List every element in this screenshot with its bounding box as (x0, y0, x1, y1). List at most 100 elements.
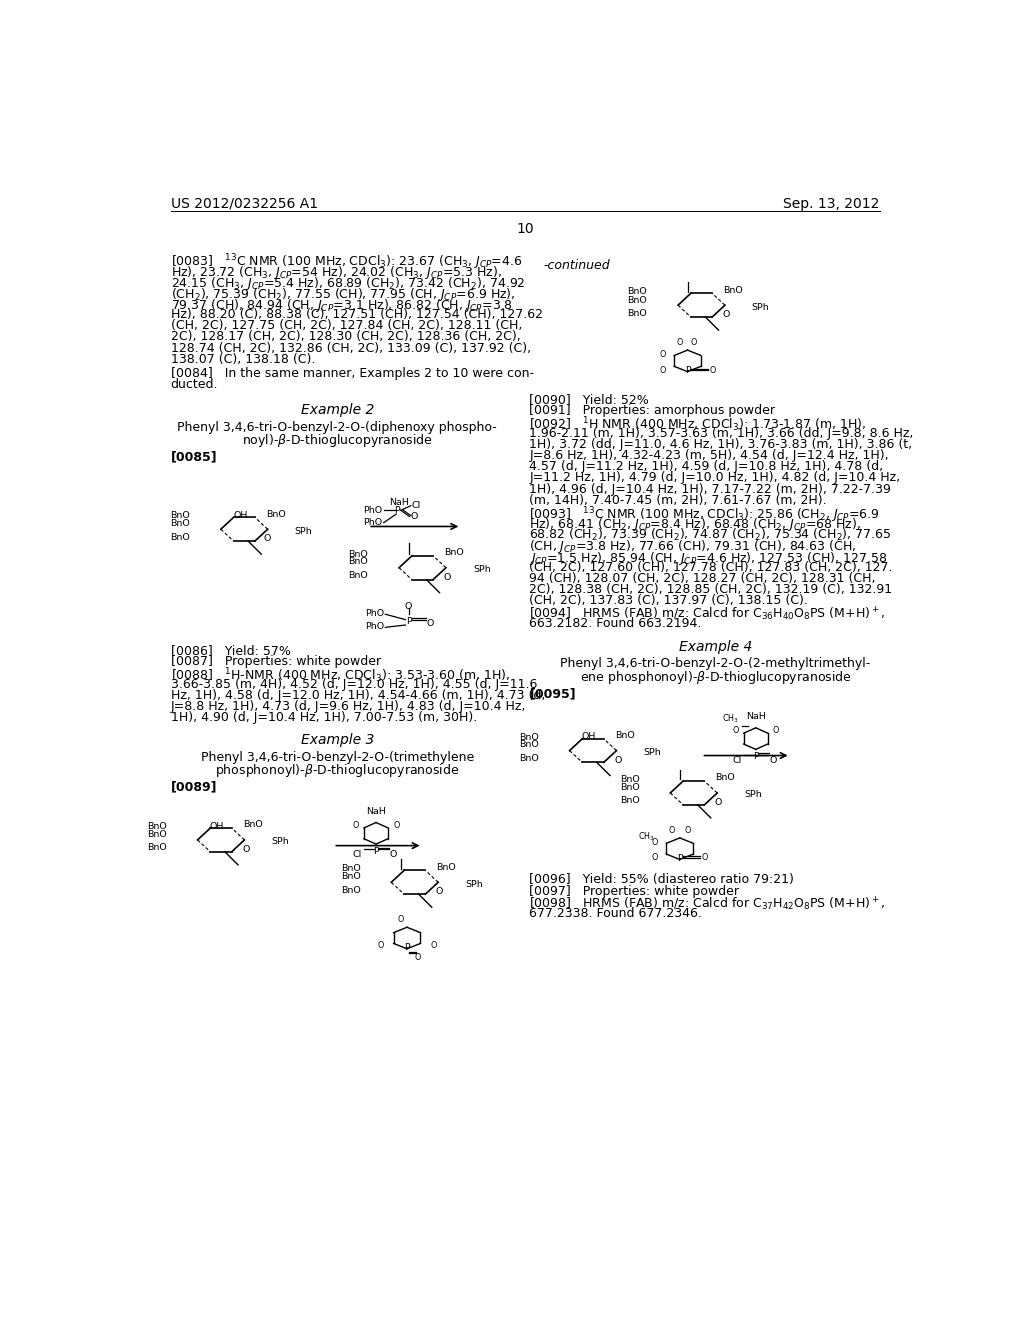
Text: BnO: BnO (614, 731, 635, 741)
Text: [0091]   Properties: amorphous powder: [0091] Properties: amorphous powder (529, 404, 775, 417)
Text: O: O (677, 338, 683, 347)
Text: O: O (770, 755, 777, 764)
Text: Cl: Cl (732, 755, 741, 764)
Text: Hz), 68.41 (CH$_2$, $J_{CP}$=8.4 Hz), 68.48 (CH$_2$, $J_{CP}$=68 Hz),: Hz), 68.41 (CH$_2$, $J_{CP}$=8.4 Hz), 68… (529, 516, 861, 533)
Text: O: O (264, 535, 271, 544)
Text: BnO: BnO (620, 775, 640, 784)
Text: -continued: -continued (544, 259, 610, 272)
Text: Example 2: Example 2 (301, 404, 374, 417)
Text: SPh: SPh (473, 565, 490, 574)
Text: PhO: PhO (365, 609, 384, 618)
Text: BnO: BnO (723, 285, 743, 294)
Text: BnO: BnO (147, 843, 167, 853)
Text: O: O (443, 573, 451, 582)
Text: BnO: BnO (620, 796, 640, 805)
Text: [0084]   In the same manner, Examples 2 to 10 were con-: [0084] In the same manner, Examples 2 to… (171, 367, 534, 380)
Text: 2C), 128.17 (CH, 2C), 128.30 (CH, 2C), 128.36 (CH, 2C),: 2C), 128.17 (CH, 2C), 128.30 (CH, 2C), 1… (171, 330, 520, 343)
Text: BnO: BnO (628, 297, 647, 305)
Text: O: O (614, 755, 622, 764)
Text: OH: OH (233, 511, 248, 520)
Text: [0098]   HRMS (FAB) m/z: Calcd for C$_{37}$H$_{42}$O$_8$PS (M+H)$^+$,: [0098] HRMS (FAB) m/z: Calcd for C$_{37}… (529, 896, 886, 913)
Text: [0094]   HRMS (FAB) m/z: Calcd for C$_{36}$H$_{40}$O$_8$PS (M+H)$^+$,: [0094] HRMS (FAB) m/z: Calcd for C$_{36}… (529, 606, 886, 623)
Text: 663.2182. Found 663.2194.: 663.2182. Found 663.2194. (529, 616, 701, 630)
Text: BnO: BnO (348, 549, 369, 558)
Text: [0092]   $^1$H NMR (400 MHz, CDCl$_3$): 1.73-1.87 (m, 1H),: [0092] $^1$H NMR (400 MHz, CDCl$_3$): 1.… (529, 416, 866, 434)
Text: Example 3: Example 3 (301, 733, 374, 747)
Text: J=8.8 Hz, 1H), 4.73 (d, J=9.6 Hz, 1H), 4.83 (d, J=10.4 Hz,: J=8.8 Hz, 1H), 4.73 (d, J=9.6 Hz, 1H), 4… (171, 700, 526, 713)
Text: O: O (242, 845, 250, 854)
Text: CH$_3$: CH$_3$ (638, 830, 655, 842)
Text: 10: 10 (516, 222, 534, 235)
Text: Hz, 1H), 4.58 (d, J=12.0 Hz, 1H), 4.54-4.66 (m, 1H), 4.73 (d,: Hz, 1H), 4.58 (d, J=12.0 Hz, 1H), 4.54-4… (171, 689, 545, 702)
Text: NaH: NaH (389, 498, 410, 507)
Text: (CH, 2C), 127.60 (CH), 127.78 (CH), 127.83 (CH, 2C), 127.: (CH, 2C), 127.60 (CH), 127.78 (CH), 127.… (529, 561, 893, 574)
Text: BnO: BnO (147, 822, 167, 830)
Text: BnO: BnO (519, 733, 539, 742)
Text: SPh: SPh (465, 879, 483, 888)
Text: P: P (404, 944, 410, 953)
Text: BnO: BnO (341, 873, 360, 880)
Text: (m, 14H), 7.40-7.45 (m, 2H), 7.61-7.67 (m, 2H).: (m, 14H), 7.40-7.45 (m, 2H), 7.61-7.67 (… (529, 494, 827, 507)
Text: BnO: BnO (341, 865, 360, 874)
Text: Phenyl 3,4,6-tri-O-benzyl-2-O-(trimethylene: Phenyl 3,4,6-tri-O-benzyl-2-O-(trimethyl… (201, 751, 474, 763)
Text: O: O (723, 310, 730, 319)
Text: 677.2338. Found 677.2346.: 677.2338. Found 677.2346. (529, 907, 702, 920)
Text: OH: OH (582, 733, 596, 742)
Text: P: P (394, 506, 399, 515)
Text: Cl: Cl (412, 502, 421, 510)
Text: PhO: PhO (364, 506, 382, 515)
Text: 3.66-3.85 (m, 4H), 4.52 (d, J=12.0 Hz, 1H), 4.55 (d, J=11.6: 3.66-3.85 (m, 4H), 4.52 (d, J=12.0 Hz, 1… (171, 677, 537, 690)
Text: BnO: BnO (519, 754, 539, 763)
Text: Hz), 23.72 (CH$_3$, $J_{CP}$=54 Hz), 24.02 (CH$_3$, $J_{CP}$=5.3 Hz),: Hz), 23.72 (CH$_3$, $J_{CP}$=54 Hz), 24.… (171, 264, 502, 281)
Text: BnO: BnO (341, 886, 360, 895)
Text: SPh: SPh (752, 302, 770, 312)
Text: [0095]: [0095] (529, 688, 577, 701)
Text: BnO: BnO (266, 510, 286, 519)
Text: BnO: BnO (444, 548, 464, 557)
Text: [0089]: [0089] (171, 780, 217, 793)
Text: ducted.: ducted. (171, 379, 218, 391)
Text: [0087]   Properties: white powder: [0087] Properties: white powder (171, 656, 381, 668)
Text: Phenyl 3,4,6-tri-O-benzyl-2-O-(diphenoxy phospho-: Phenyl 3,4,6-tri-O-benzyl-2-O-(diphenoxy… (177, 421, 497, 433)
Text: 1H), 4.96 (d, J=10.4 Hz, 1H), 7.17-7.22 (m, 2H), 7.22-7.39: 1H), 4.96 (d, J=10.4 Hz, 1H), 7.17-7.22 … (529, 483, 891, 495)
Text: BnO: BnO (170, 511, 190, 520)
Text: BnO: BnO (716, 774, 735, 783)
Text: 2C), 128.38 (CH, 2C), 128.85 (CH, 2C), 132.19 (C), 132.91: 2C), 128.38 (CH, 2C), 128.85 (CH, 2C), 1… (529, 583, 893, 597)
Text: 4.57 (d, J=11.2 Hz, 1H), 4.59 (d, J=10.8 Hz, 1H), 4.78 (d,: 4.57 (d, J=11.2 Hz, 1H), 4.59 (d, J=10.8… (529, 461, 884, 474)
Text: 128.74 (CH, 2C), 132.86 (CH, 2C), 133.09 (C), 137.92 (C),: 128.74 (CH, 2C), 132.86 (CH, 2C), 133.09… (171, 342, 530, 355)
Text: Phenyl 3,4,6-tri-O-benzyl-2-O-(2-methyltrimethyl-: Phenyl 3,4,6-tri-O-benzyl-2-O-(2-methylt… (560, 657, 870, 671)
Text: ene phosphonoyl)-$\beta$-D-thioglucopyranoside: ene phosphonoyl)-$\beta$-D-thioglucopyra… (580, 668, 851, 685)
Text: O: O (773, 726, 779, 735)
Text: O: O (410, 512, 418, 521)
Text: BnO: BnO (170, 533, 190, 541)
Text: BnO: BnO (628, 288, 647, 296)
Text: BnO: BnO (147, 829, 167, 838)
Text: CH$_3$: CH$_3$ (722, 713, 738, 725)
Text: noyl)-$\beta$-D-thioglucopyranoside: noyl)-$\beta$-D-thioglucopyranoside (242, 432, 433, 449)
Text: SPh: SPh (744, 791, 762, 800)
Text: PhO: PhO (364, 519, 382, 527)
Text: O: O (397, 915, 404, 924)
Text: 138.07 (C), 138.18 (C).: 138.07 (C), 138.18 (C). (171, 352, 315, 366)
Text: O: O (436, 887, 443, 896)
Text: O: O (659, 350, 666, 359)
Text: BnO: BnO (436, 863, 457, 871)
Text: 94 (CH), 128.07 (CH, 2C), 128.27 (CH, 2C), 128.31 (CH,: 94 (CH), 128.07 (CH, 2C), 128.27 (CH, 2C… (529, 572, 876, 585)
Text: BnO: BnO (620, 783, 640, 792)
Text: O: O (710, 366, 716, 375)
Text: SPh: SPh (271, 837, 289, 846)
Text: O: O (684, 825, 691, 834)
Text: 1H), 4.90 (d, J=10.4 Hz, 1H), 7.00-7.53 (m, 30H).: 1H), 4.90 (d, J=10.4 Hz, 1H), 7.00-7.53 … (171, 711, 477, 725)
Text: O: O (701, 854, 708, 862)
Text: P: P (685, 367, 690, 375)
Text: BnO: BnO (519, 741, 539, 750)
Text: phosphonoyl)-$\beta$-D-thioglucopyranoside: phosphonoyl)-$\beta$-D-thioglucopyranosi… (215, 762, 460, 779)
Text: O: O (393, 821, 399, 830)
Text: O: O (390, 850, 397, 859)
Text: OH: OH (210, 822, 224, 830)
Text: O: O (415, 953, 421, 962)
Text: BnO: BnO (348, 557, 369, 566)
Text: O: O (732, 726, 738, 735)
Text: 24.15 (CH$_3$, $J_{CP}$=5.4 Hz), 68.89 (CH$_2$), 73.42 (CH$_2$), 74.92: 24.15 (CH$_3$, $J_{CP}$=5.4 Hz), 68.89 (… (171, 275, 525, 292)
Text: O: O (404, 602, 413, 611)
